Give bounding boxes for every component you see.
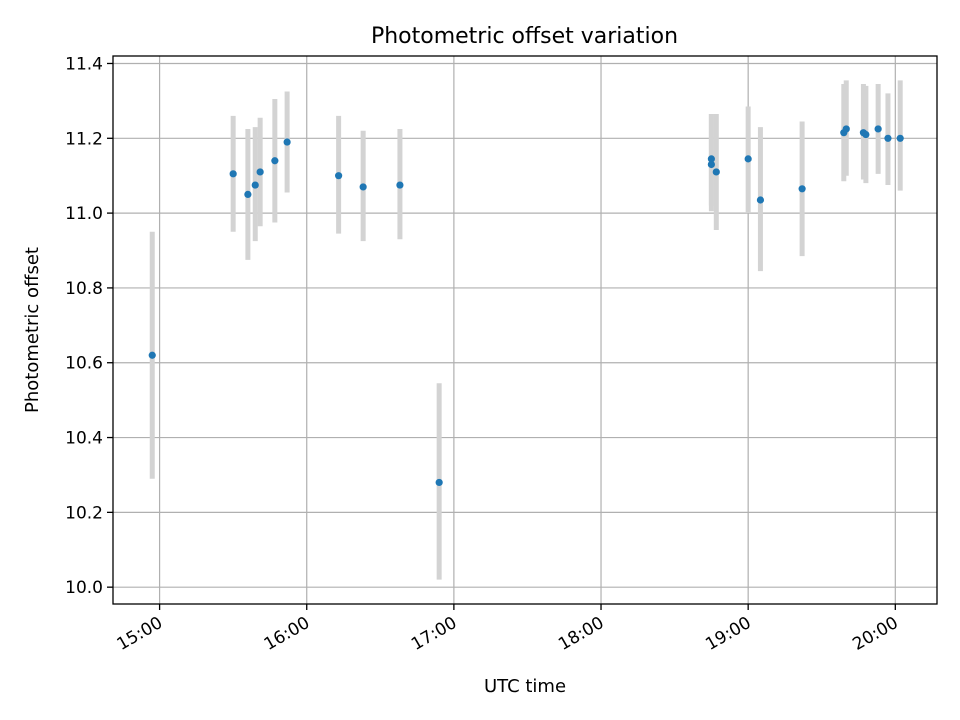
x-tick-label: 18:00 [555, 613, 607, 655]
data-points [148, 125, 904, 487]
y-axis-label: Photometric offset [22, 247, 43, 413]
data-point [896, 134, 904, 142]
data-point [148, 351, 156, 359]
data-point [884, 134, 892, 142]
data-point [335, 172, 343, 180]
y-axis-ticks: 10.0 10.2 10.4 10.6 10.8 11.0 11.2 11.4 [65, 54, 113, 598]
x-tick-label: 17:00 [408, 613, 460, 655]
y-tick-label: 10.6 [65, 354, 103, 374]
data-point [359, 183, 367, 191]
y-tick-label: 11.4 [65, 54, 103, 74]
data-point [744, 155, 752, 163]
data-point [756, 196, 765, 204]
data-point [271, 157, 279, 165]
data-point [244, 190, 252, 199]
data-point [256, 168, 264, 176]
data-point [842, 125, 850, 133]
data-point [707, 160, 715, 169]
x-axis-label: UTC time [484, 676, 566, 697]
x-axis-ticks: 15:00 16:00 17:00 18:00 19:00 20:00 [114, 604, 902, 655]
data-point [229, 170, 237, 178]
y-tick-label: 10.8 [65, 279, 103, 299]
y-tick-label: 11.0 [65, 204, 103, 224]
data-point [862, 130, 870, 139]
plot-frame [112, 55, 938, 605]
data-point [251, 181, 259, 189]
y-tick-label: 10.2 [65, 503, 103, 523]
data-point [435, 478, 443, 487]
error-bars [149, 80, 903, 580]
x-tick-label: 20:00 [849, 613, 901, 655]
y-tick-label: 10.4 [65, 429, 103, 449]
data-point [798, 185, 806, 193]
grid [113, 56, 937, 604]
data-point [283, 138, 291, 146]
data-point [712, 168, 720, 176]
y-tick-label: 10.0 [65, 578, 103, 598]
x-tick-label: 15:00 [114, 613, 166, 655]
data-point [707, 155, 715, 163]
y-tick-label: 11.2 [65, 129, 103, 149]
x-tick-label: 16:00 [261, 613, 313, 655]
chart-title: Photometric offset variation [371, 24, 678, 49]
x-tick-label: 19:00 [702, 613, 754, 655]
data-point [874, 125, 882, 133]
data-point [396, 181, 404, 189]
